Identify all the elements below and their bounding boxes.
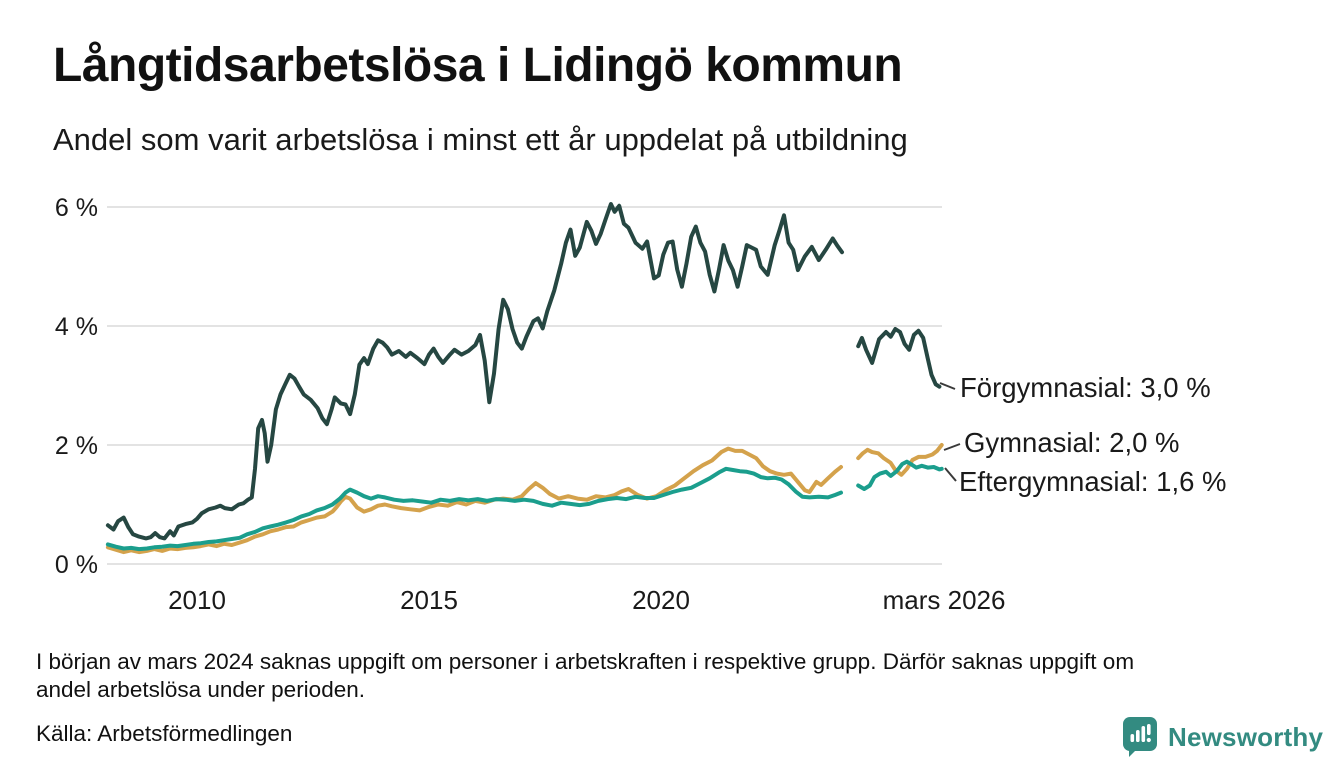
y-tick-label-2: 2 % bbox=[55, 432, 98, 460]
newsworthy-logo-text: Newsworthy bbox=[1168, 721, 1324, 752]
y-tick-label-0: 0 % bbox=[55, 551, 98, 579]
series-label-gymnasial: Gymnasial: 2,0 % bbox=[964, 427, 1180, 458]
label-connector-gymnasial bbox=[943, 443, 961, 451]
chart-subtitle: Andel som varit arbetslösa i minst ett å… bbox=[53, 122, 908, 157]
series-line-gymnasial-after-gap bbox=[856, 443, 944, 477]
page-title: Långtidsarbetslösa i Lidingö kommun bbox=[53, 39, 903, 92]
y-tick-label-4: 4 % bbox=[55, 313, 98, 341]
series-label-förgymnasial: Förgymnasial: 3,0 % bbox=[960, 372, 1211, 403]
series-line-eftergymnasial bbox=[105, 466, 843, 552]
footnote-line-2: andel arbetslösa under perioden. bbox=[36, 677, 365, 702]
newsworthy-logo: Newsworthy bbox=[1122, 716, 1323, 758]
chart-footnote: I början av mars 2024 saknas uppgift om … bbox=[36, 648, 1306, 704]
x-tick-label-mars-2026: mars 2026 bbox=[883, 585, 1006, 615]
newsworthy-logo-icon bbox=[1123, 717, 1157, 757]
x-tick-label-2010: 2010 bbox=[168, 585, 226, 615]
x-tick-label-2020: 2020 bbox=[632, 585, 690, 615]
source-label: Källa: Arbetsförmedlingen bbox=[36, 721, 293, 746]
y-tick-label-6: 6 % bbox=[55, 194, 98, 222]
series-line-förgymnasial-after-gap bbox=[856, 327, 942, 389]
series-label-eftergymnasial: Eftergymnasial: 1,6 % bbox=[959, 466, 1226, 497]
series-line-eftergymnasial-after-gap bbox=[856, 459, 944, 491]
label-connector-förgymnasial bbox=[939, 382, 956, 390]
label-connector-eftergymnasial bbox=[944, 467, 957, 482]
series-line-förgymnasial bbox=[105, 202, 844, 541]
series-line-gymnasial bbox=[105, 446, 843, 555]
x-tick-label-2015: 2015 bbox=[400, 585, 458, 615]
footnote-line-1: I början av mars 2024 saknas uppgift om … bbox=[36, 649, 1135, 674]
